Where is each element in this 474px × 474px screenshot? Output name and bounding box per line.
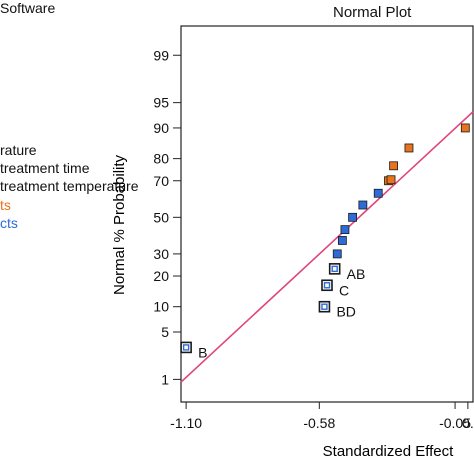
y-tick-label: 30 <box>153 246 169 262</box>
point-label: B <box>198 344 207 360</box>
y-tick-label: 90 <box>153 120 169 136</box>
data-point-inner <box>331 265 338 273</box>
y-tick-label: 99 <box>153 47 169 63</box>
data-point <box>358 200 368 210</box>
chart-title: Normal Plot <box>333 4 412 21</box>
data-point <box>386 175 396 185</box>
legend-line-positive-effects: ts <box>0 197 11 213</box>
software-text: Software <box>0 0 56 16</box>
x-tick-label: -0.05 <box>439 415 471 431</box>
y-tick-label: 80 <box>153 151 169 167</box>
y-tick-label: 50 <box>153 209 169 225</box>
y-tick-label: 5 <box>161 324 169 340</box>
legend-line-negative-effects: cts <box>0 215 18 231</box>
data-point <box>328 263 341 275</box>
y-tick-label: 10 <box>153 299 169 315</box>
legend-line-treatment-temperature: treatment temperature <box>0 178 139 194</box>
data-point-inner <box>323 282 331 289</box>
y-tick-label: 1 <box>161 371 169 387</box>
reference-line <box>180 111 474 383</box>
data-point <box>389 161 398 171</box>
plot-frame <box>180 25 474 403</box>
point-label: AB <box>347 266 366 282</box>
x-tick-label: 0. <box>462 415 474 431</box>
data-point <box>340 225 350 235</box>
legend-line-temperature: rature <box>0 142 37 158</box>
legend-line-treatment-time: treatment time <box>0 160 90 176</box>
y-tick-label: 70 <box>153 173 169 189</box>
y-tick-label: 20 <box>153 268 169 284</box>
x-tick-label: -0.58 <box>303 415 335 431</box>
data-points: B BD CAB <box>180 123 470 360</box>
data-point <box>348 212 358 222</box>
data-point <box>318 300 331 313</box>
data-point <box>404 143 414 153</box>
point-label: C <box>339 282 349 298</box>
point-label: BD <box>336 304 355 320</box>
data-point <box>460 123 470 133</box>
y-axis: 1 5 10 20 30 50 70 80 90 95 99 <box>153 47 181 387</box>
y-tick-label: 95 <box>153 95 169 111</box>
data-point <box>332 249 342 259</box>
data-point-inner <box>321 303 328 310</box>
y-axis-label: Normal % Probability <box>111 154 128 295</box>
x-tick-label: -1.10 <box>170 415 202 431</box>
x-axis: -1.10 -0.58 -0.050. <box>170 402 474 431</box>
x-axis-label: Standardized Effect <box>323 443 454 460</box>
data-point <box>321 279 333 292</box>
data-point <box>337 236 347 245</box>
data-point <box>180 341 192 354</box>
data-point <box>373 188 383 198</box>
data-point-inner <box>182 344 190 351</box>
